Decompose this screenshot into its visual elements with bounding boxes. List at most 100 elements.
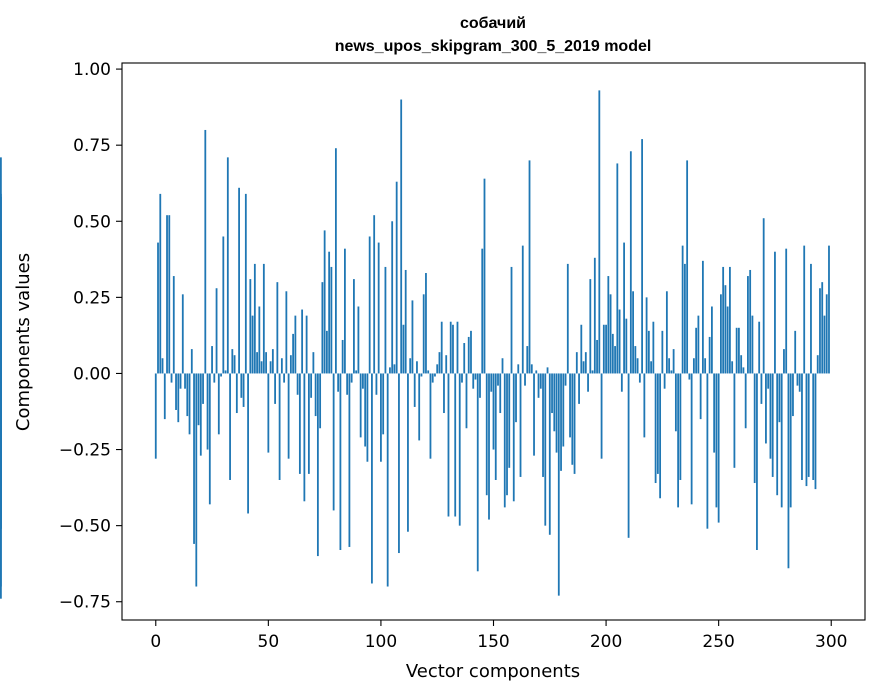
bar <box>485 373 488 496</box>
bar <box>337 373 340 392</box>
bar <box>774 251 776 374</box>
bar <box>812 373 815 480</box>
bar <box>816 355 819 374</box>
bar <box>312 352 315 374</box>
bar <box>461 373 463 383</box>
bar <box>519 373 522 477</box>
bar <box>346 373 349 395</box>
bar <box>769 373 772 459</box>
bar <box>411 300 414 374</box>
chart-title: собачий <box>460 15 526 32</box>
bar <box>771 373 774 477</box>
bar <box>749 269 752 374</box>
bar <box>280 358 283 374</box>
bar <box>760 373 763 404</box>
bar <box>699 373 702 420</box>
bar <box>692 358 695 374</box>
bar <box>796 373 799 386</box>
bar <box>665 291 668 374</box>
bar <box>663 373 666 389</box>
bar <box>404 269 407 374</box>
bar <box>260 361 263 374</box>
bar <box>733 373 736 468</box>
bar <box>332 373 335 511</box>
bar <box>492 373 495 450</box>
bar <box>659 373 662 499</box>
bar <box>287 373 290 459</box>
bar <box>253 263 256 374</box>
bars-group <box>0 90 830 599</box>
bar <box>751 315 754 374</box>
bar <box>683 263 686 374</box>
bar <box>283 373 286 383</box>
bar <box>575 352 578 374</box>
bar <box>310 373 313 398</box>
bar <box>681 245 684 374</box>
bar <box>729 266 731 374</box>
bar <box>668 358 671 374</box>
bar <box>593 257 596 374</box>
bar <box>641 139 643 374</box>
bar <box>767 373 770 389</box>
bar <box>314 373 317 417</box>
bar <box>0 373 2 383</box>
bar <box>600 373 603 459</box>
bar <box>744 373 747 429</box>
bar <box>204 129 207 374</box>
bar <box>276 282 279 374</box>
bar <box>618 309 621 374</box>
bar <box>344 248 346 374</box>
y-tick-label: 0.25 <box>73 288 111 308</box>
bar <box>825 294 828 374</box>
bar <box>627 373 630 538</box>
bar <box>647 330 650 374</box>
bar <box>289 355 292 374</box>
bar <box>823 315 826 374</box>
bar <box>233 355 236 374</box>
bar <box>0 343 2 374</box>
bar <box>285 291 288 374</box>
bar <box>535 370 538 374</box>
bar <box>803 245 806 374</box>
bar <box>735 327 738 374</box>
bar <box>373 215 376 374</box>
bar <box>726 306 729 374</box>
bar <box>557 373 560 596</box>
bar <box>449 321 452 374</box>
bar <box>711 306 713 374</box>
bar <box>222 236 225 374</box>
bar <box>303 373 306 502</box>
bar <box>186 373 189 417</box>
bar <box>607 276 610 374</box>
bar <box>724 285 727 374</box>
bar <box>623 242 625 374</box>
bar <box>292 333 295 374</box>
bar <box>217 373 220 435</box>
bar <box>819 288 821 374</box>
plot-frame <box>121 62 866 621</box>
bar <box>807 373 810 477</box>
bar <box>467 336 470 374</box>
bar <box>307 373 310 474</box>
bar <box>654 373 657 484</box>
bar <box>208 373 211 505</box>
x-tick-label: 200 <box>590 632 622 652</box>
bar <box>271 349 274 374</box>
bar <box>235 373 238 414</box>
bar <box>348 373 351 547</box>
bar <box>616 163 619 374</box>
bar <box>202 373 204 404</box>
bar <box>672 349 675 374</box>
bar <box>330 266 333 374</box>
bar <box>510 266 513 374</box>
bar <box>395 181 398 374</box>
bar <box>578 373 580 404</box>
bar <box>679 373 682 480</box>
bar <box>226 157 229 374</box>
bar <box>821 282 824 374</box>
bar <box>553 373 556 432</box>
bar <box>154 373 157 459</box>
bar <box>526 346 529 374</box>
bar <box>420 373 423 377</box>
x-tick-label: 100 <box>365 632 397 652</box>
